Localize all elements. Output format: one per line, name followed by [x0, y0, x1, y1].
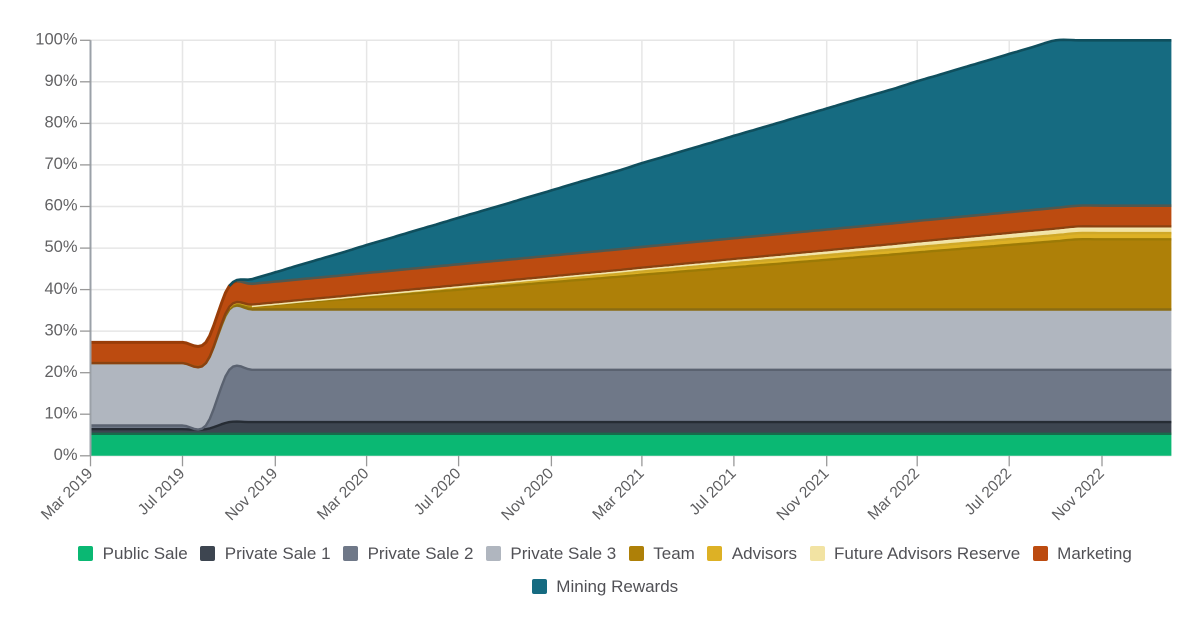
svg-text:60%: 60%	[44, 197, 77, 215]
svg-text:10%: 10%	[44, 404, 77, 422]
svg-text:0%: 0%	[54, 446, 78, 464]
svg-text:90%: 90%	[44, 72, 77, 90]
svg-text:20%: 20%	[44, 363, 77, 381]
svg-text:80%: 80%	[44, 114, 77, 132]
svg-text:50%: 50%	[44, 238, 77, 256]
svg-text:70%: 70%	[44, 155, 77, 173]
svg-text:30%: 30%	[44, 321, 77, 339]
svg-text:100%: 100%	[35, 31, 78, 49]
svg-text:40%: 40%	[44, 280, 77, 298]
